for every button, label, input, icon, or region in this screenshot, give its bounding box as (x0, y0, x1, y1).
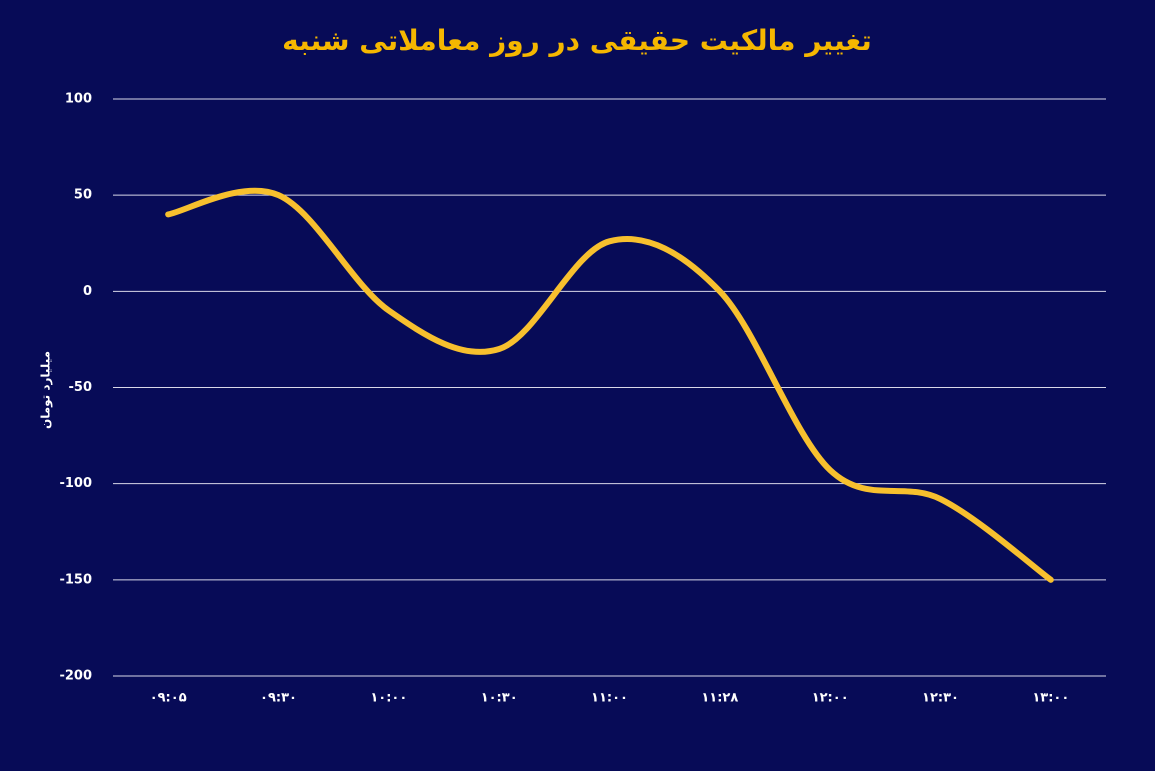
y-axis-label: میلیارد تومان (39, 351, 54, 429)
x-tick-label: ۱۳:۰۰ (1032, 691, 1069, 706)
y-tick-label: -200 (59, 669, 92, 684)
chart-title: تغییر مالکیت حقیقی در روز معاملاتی شنبه (282, 24, 872, 57)
y-tick-label: -100 (59, 476, 92, 491)
x-tick-label: ۰۹:۳۰ (260, 691, 297, 706)
x-tick-label: ۱۱:۰۰ (591, 691, 628, 706)
line (165, 187, 1054, 583)
x-tick-label: ۱۰:۳۰ (481, 691, 518, 706)
x-tick-label: ۱۲:۳۰ (922, 691, 959, 706)
y-tick-label: 0 (83, 284, 92, 299)
x-tick-label: ۱۲:۰۰ (812, 691, 849, 706)
y-tick-label: -150 (59, 572, 92, 587)
x-tick-label: ۱۱:۲۸ (701, 691, 738, 706)
x-tick-label: ۰۹:۰۵ (150, 691, 187, 706)
x-tick-label: ۱۰:۰۰ (370, 691, 407, 706)
y-tick-label: 50 (74, 188, 92, 203)
y-tick-label: 100 (65, 92, 92, 107)
y-tick-label: -50 (69, 380, 93, 395)
